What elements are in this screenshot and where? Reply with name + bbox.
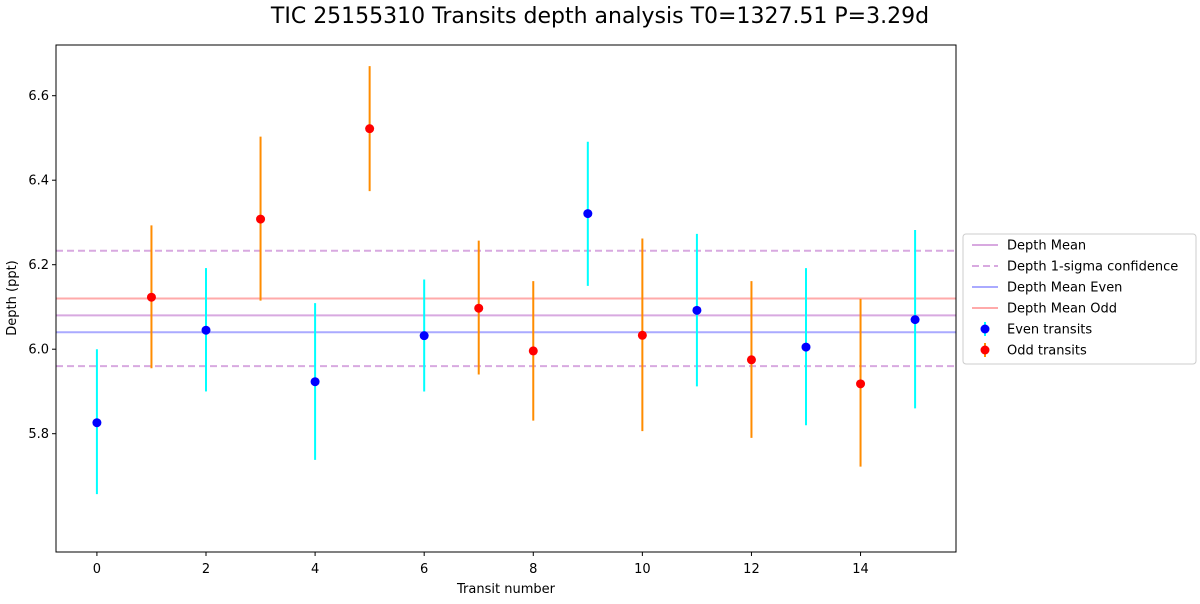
- x-tick-label-4: 8: [529, 562, 537, 577]
- y-tick-label-4: 6.6: [28, 89, 49, 104]
- data-point-0-0: [92, 418, 102, 428]
- legend-label-2: Depth Mean Even: [1007, 281, 1122, 296]
- y-tick-label-1: 6.0: [28, 343, 49, 358]
- data-point-0-3: [419, 331, 429, 341]
- data-point-0-1: [201, 325, 211, 335]
- legend-label-3: Depth Mean Odd: [1007, 302, 1117, 317]
- y-tick-label-2: 6.2: [28, 258, 49, 273]
- x-tick-label-3: 6: [420, 562, 428, 577]
- data-point-1-0: [146, 292, 156, 302]
- data-point-0-6: [801, 342, 811, 352]
- data-point-1-3: [474, 303, 484, 313]
- legend-label-4: Even transits: [1007, 323, 1092, 338]
- data-point-0-7: [910, 315, 920, 325]
- chart-title: TIC 25155310 Transits depth analysis T0=…: [270, 4, 929, 29]
- x-tick-label-7: 14: [852, 562, 869, 577]
- data-point-1-4: [528, 346, 538, 356]
- x-tick-label-5: 10: [634, 562, 651, 577]
- x-tick-label-6: 12: [743, 562, 760, 577]
- x-axis-label: Transit number: [456, 582, 556, 597]
- y-tick-label-3: 6.4: [28, 174, 49, 189]
- x-tick-label-0: 0: [93, 562, 101, 577]
- y-axis-ticks: 5.8 6.0 6.2 6.4 6.6: [28, 89, 56, 442]
- x-tick-label-2: 4: [311, 562, 319, 577]
- legend-swatch-5: [980, 345, 990, 355]
- data-point-1-2: [365, 124, 375, 134]
- y-axis-label: Depth (ppt): [5, 260, 20, 335]
- data-point-1-7: [856, 379, 866, 389]
- data-point-0-4: [583, 209, 593, 219]
- data-point-1-5: [637, 330, 647, 340]
- y-tick-label-0: 5.8: [28, 427, 49, 442]
- error-bars: [95, 66, 917, 495]
- x-tick-label-1: 2: [202, 562, 210, 577]
- legend-label-1: Depth 1-sigma confidence: [1007, 260, 1178, 275]
- x-axis-ticks: 0 2 4 6 8 10 12 14: [93, 552, 869, 577]
- plot-frame: [55, 44, 957, 553]
- legend-frame: [962, 233, 1197, 365]
- legend-label-5: Odd transits: [1007, 344, 1087, 359]
- data-point-1-1: [256, 214, 266, 224]
- data-point-0-5: [692, 305, 702, 315]
- legend: Depth Mean Depth 1-sigma confidence Depth …: [962, 233, 1197, 365]
- data-point-1-6: [746, 355, 756, 365]
- legend-label-0: Depth Mean: [1007, 239, 1086, 254]
- legend-swatch-4: [980, 324, 990, 334]
- reference-lines: [56, 249, 956, 368]
- legend-items: Depth Mean Depth 1-sigma confidence Depth …: [972, 239, 1178, 359]
- data-markers: [92, 124, 920, 428]
- data-point-0-2: [310, 377, 320, 387]
